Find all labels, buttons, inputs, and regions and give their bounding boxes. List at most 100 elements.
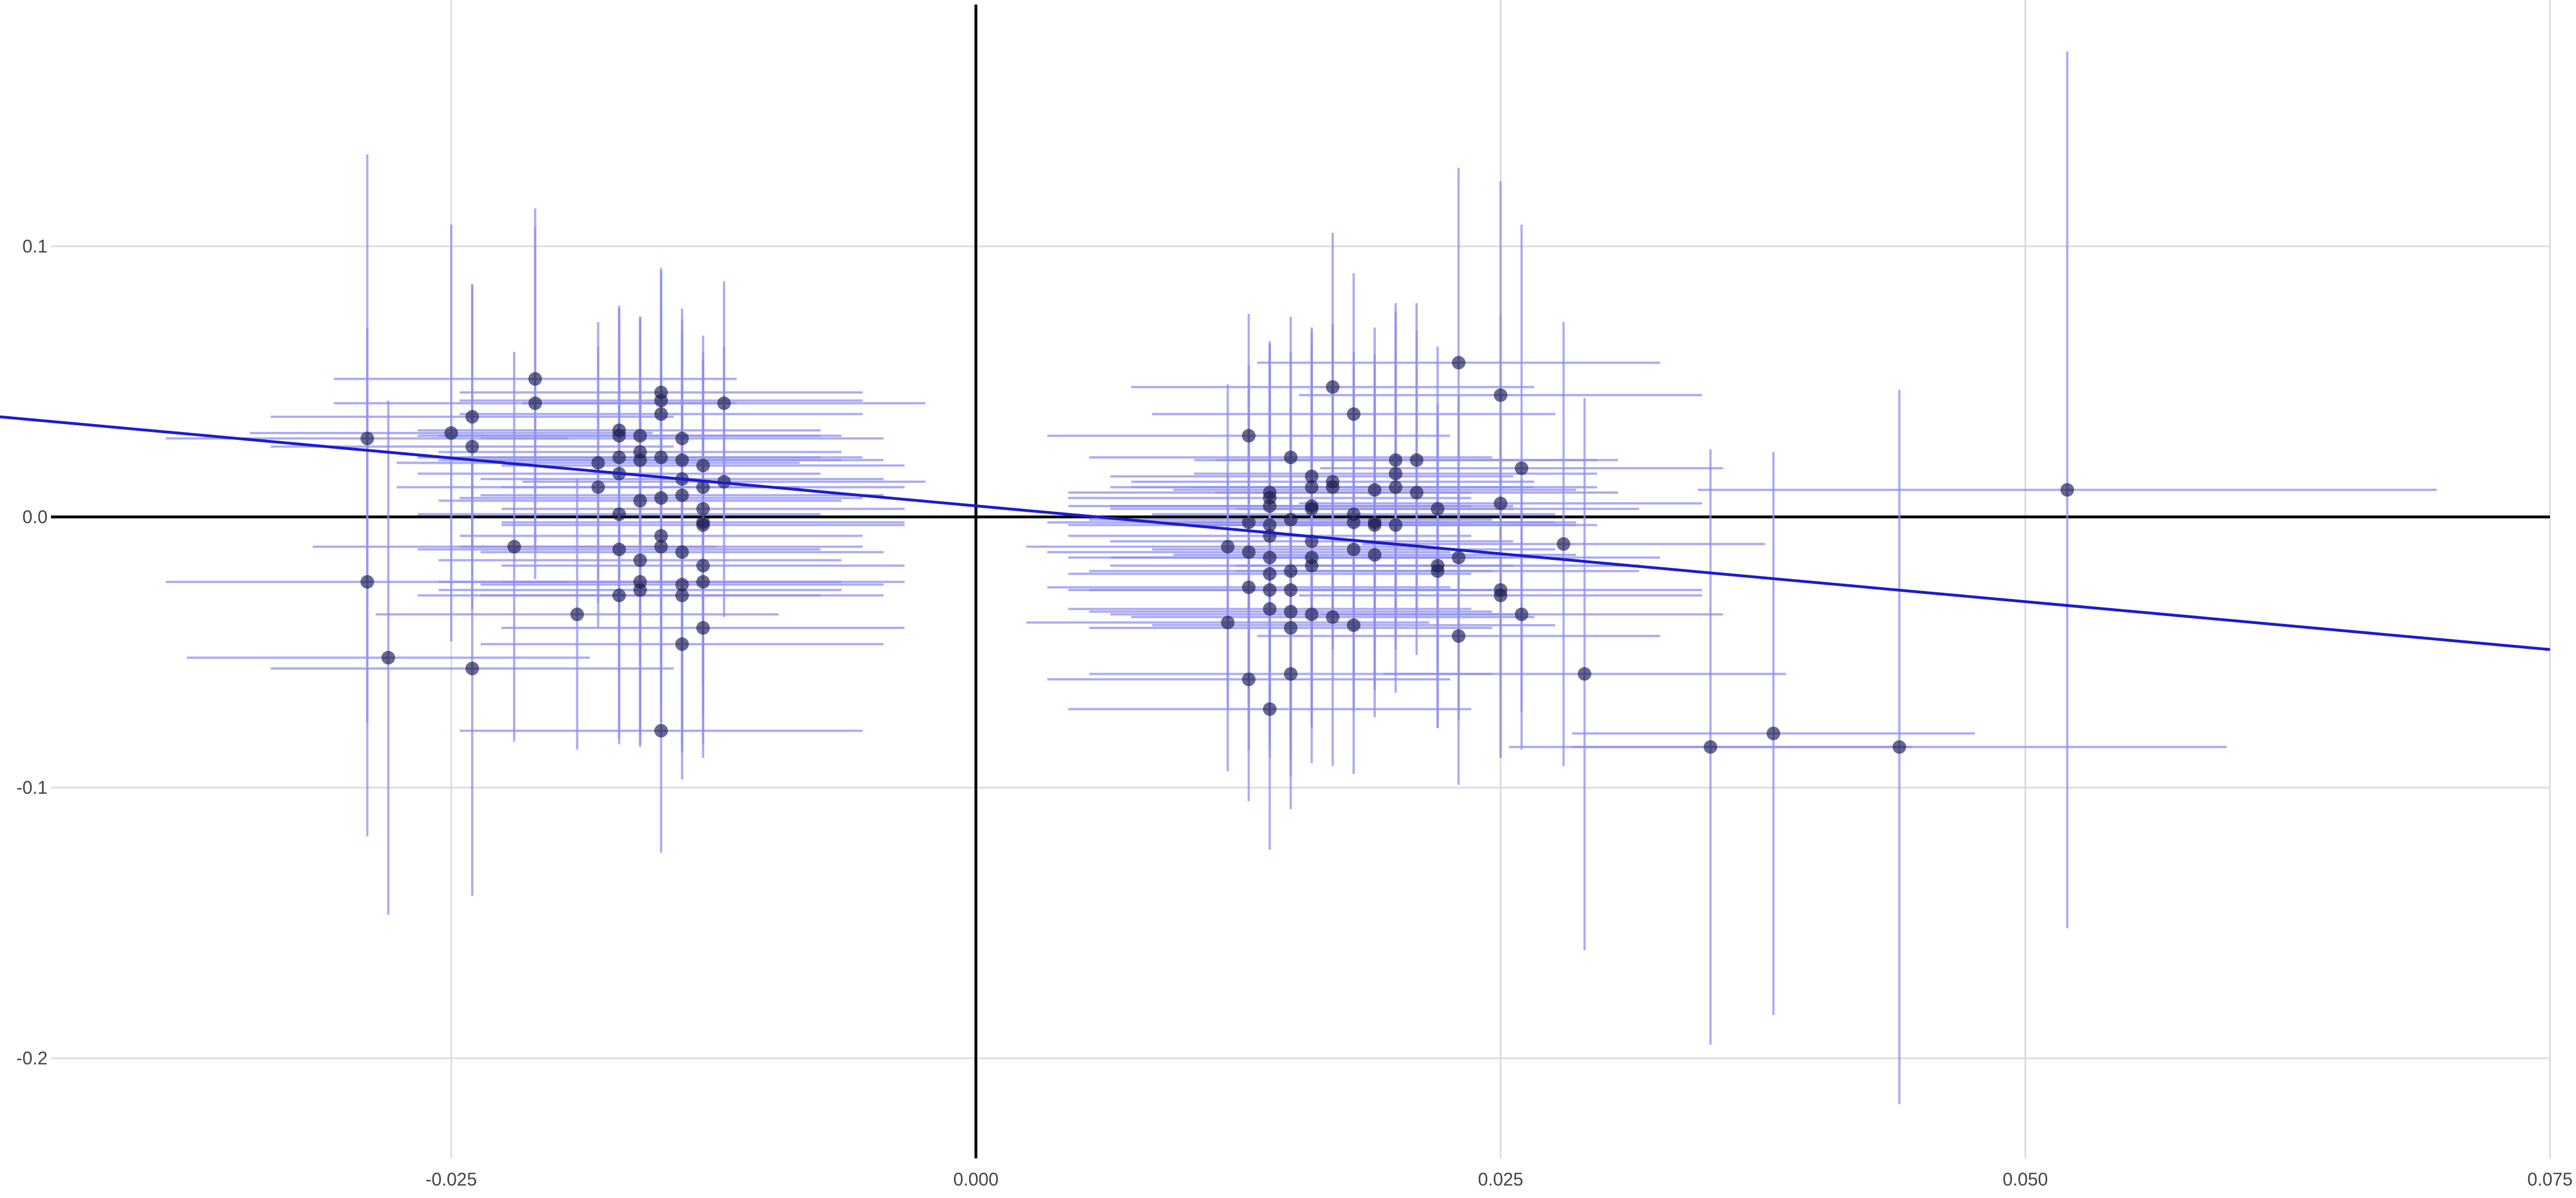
data-point [696,502,710,516]
data-point [1263,499,1277,513]
data-point [1389,453,1403,467]
data-point [1577,667,1591,681]
data-point [612,542,626,557]
data-point [675,431,689,446]
data-point [1431,502,1445,516]
data-point [612,588,626,602]
data-point [633,583,647,597]
data-point [1304,607,1319,622]
data-point [1452,629,1466,643]
data-point [1304,480,1319,494]
x-tick-label: -0.025 [426,1169,477,1190]
data-point [696,559,710,573]
data-point [444,426,459,440]
data-point [633,494,647,508]
data-point [1221,615,1235,630]
regression-line-path [0,415,2551,651]
data-point [1304,502,1319,516]
data-point [1263,702,1277,716]
data-point [717,396,731,410]
data-point [465,410,480,424]
grid-lines [51,0,2551,1158]
data-point [1304,559,1319,573]
data-point [675,588,689,602]
data-point [1263,567,1277,581]
y-tick-label: -0.1 [16,777,48,798]
data-point [1283,621,1298,635]
data-point [633,453,647,467]
data-point [633,429,647,443]
data-point [1263,602,1277,616]
data-point [654,407,668,421]
data-point [1263,550,1277,564]
data-point [654,529,668,543]
data-point [1410,486,1424,500]
data-point [1410,453,1424,467]
data-point [654,724,668,738]
data-point [1766,726,1781,741]
data-point [1389,467,1403,481]
data-point [612,450,626,464]
data-point [1242,429,1256,443]
data-point [1704,740,1718,754]
data-point [591,480,605,494]
data-point [1389,480,1403,494]
data-point [1368,547,1382,562]
x-tick-label: 0.075 [2527,1169,2573,1190]
regression-line [0,415,2551,651]
x-tick-label: 0.050 [2002,1169,2048,1190]
data-point [654,540,668,554]
data-point [696,459,710,473]
data-point [1347,542,1361,557]
data-point [696,575,710,589]
y-tick-label: 0.0 [23,507,48,527]
data-point [612,429,626,443]
data-point [1494,497,1508,511]
data-point [1325,480,1340,494]
data-point [1221,540,1235,554]
data-point [1514,461,1529,476]
data-point [1242,545,1256,559]
data-point [1263,518,1277,532]
y-tick-label: -0.2 [16,1048,48,1068]
data-point [1283,667,1298,681]
data-point [1283,450,1298,464]
data-point [1431,564,1445,578]
data-point [1283,512,1298,527]
data-point [360,431,374,446]
data-point [1368,518,1382,532]
data-point [1304,469,1319,484]
data-point [654,393,668,408]
data-point [1556,537,1571,551]
data-point [360,575,374,589]
error-bars [165,51,2437,1105]
data-point [1452,550,1466,564]
data-point [1347,618,1361,632]
data-point [528,372,542,386]
data-point [675,453,689,467]
data-point [1347,515,1361,529]
data-point [1347,407,1361,421]
data-point [1325,380,1340,394]
data-point [507,540,521,554]
data-point [1263,583,1277,597]
data-point [675,488,689,502]
data-point [528,396,542,410]
data-point [696,480,710,494]
data-point [696,518,710,532]
data-point [1494,588,1508,602]
data-point [591,456,605,470]
data-point [465,661,480,675]
data-point [1325,610,1340,624]
data-point [1283,583,1298,597]
data-point [675,545,689,559]
data-point [696,621,710,635]
data-point [1283,564,1298,578]
y-tick-label: 0.1 [23,236,48,256]
data-point [1494,388,1508,402]
data-point [381,651,395,665]
data-point [1892,740,1906,754]
data-point [1389,518,1403,532]
data-point [675,637,689,651]
